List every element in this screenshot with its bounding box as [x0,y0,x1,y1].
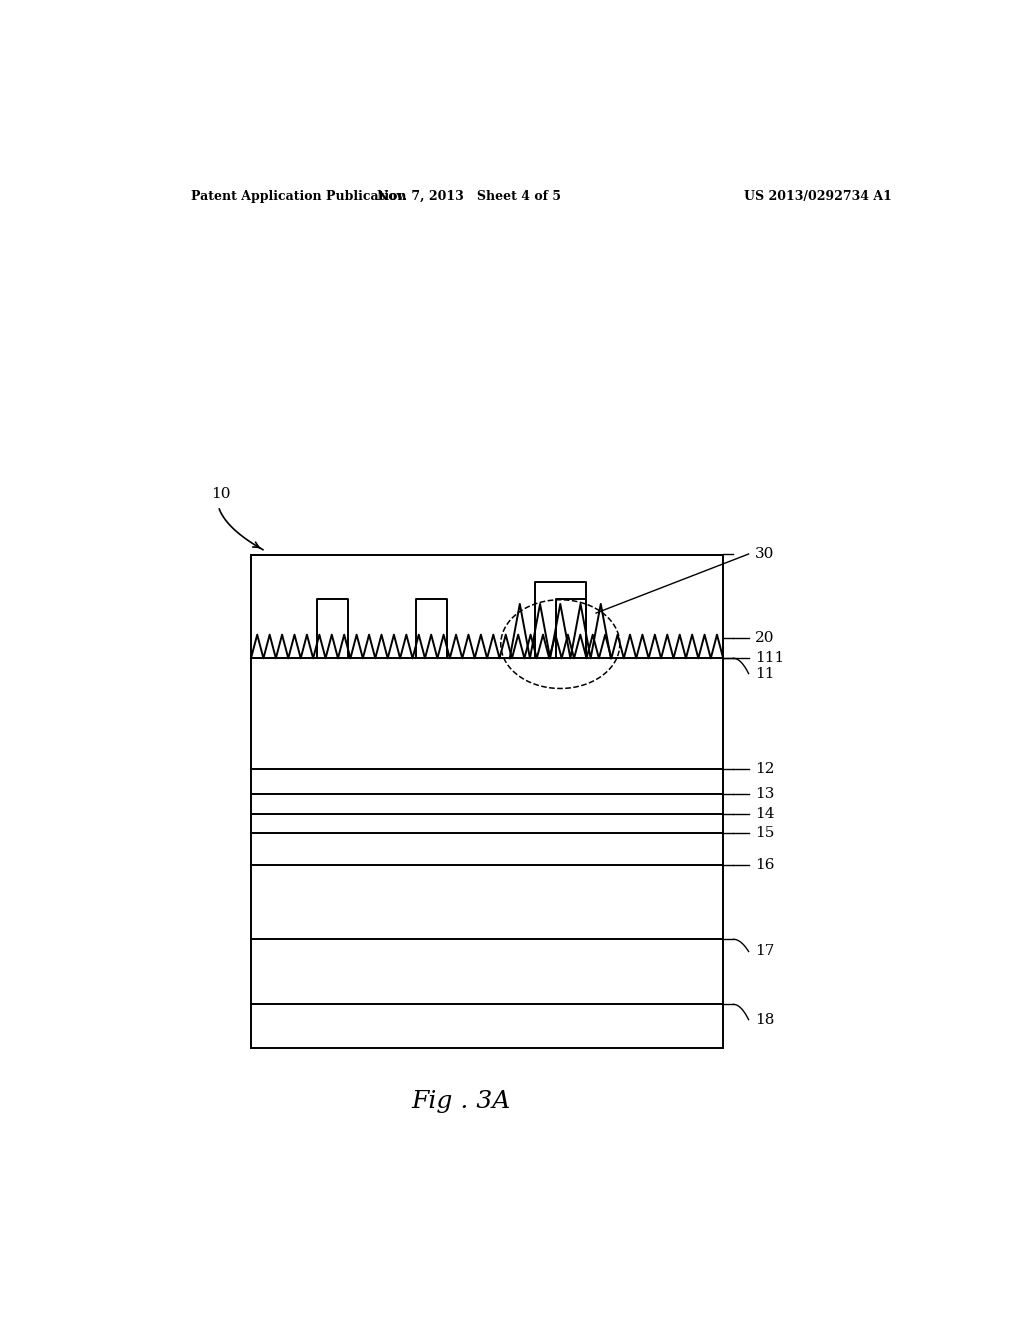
Text: 20: 20 [755,631,774,645]
Text: 111: 111 [755,651,784,665]
Bar [251,554,723,1048]
Text: 10: 10 [211,487,230,500]
Text: Patent Application Publication: Patent Application Publication [191,190,407,202]
Text: 16: 16 [755,858,774,873]
Text: 30: 30 [755,546,774,561]
Text: Nov. 7, 2013   Sheet 4 of 5: Nov. 7, 2013 Sheet 4 of 5 [377,190,561,202]
Text: 14: 14 [755,807,774,821]
Text: 11: 11 [755,667,774,681]
Text: 18: 18 [755,1012,774,1027]
Text: 15: 15 [755,826,774,841]
Text: 13: 13 [755,787,774,801]
Text: 17: 17 [755,945,774,958]
Text: 12: 12 [755,762,774,776]
Text: US 2013/0292734 A1: US 2013/0292734 A1 [744,190,892,202]
Text: Fig . 3A: Fig . 3A [412,1090,511,1113]
